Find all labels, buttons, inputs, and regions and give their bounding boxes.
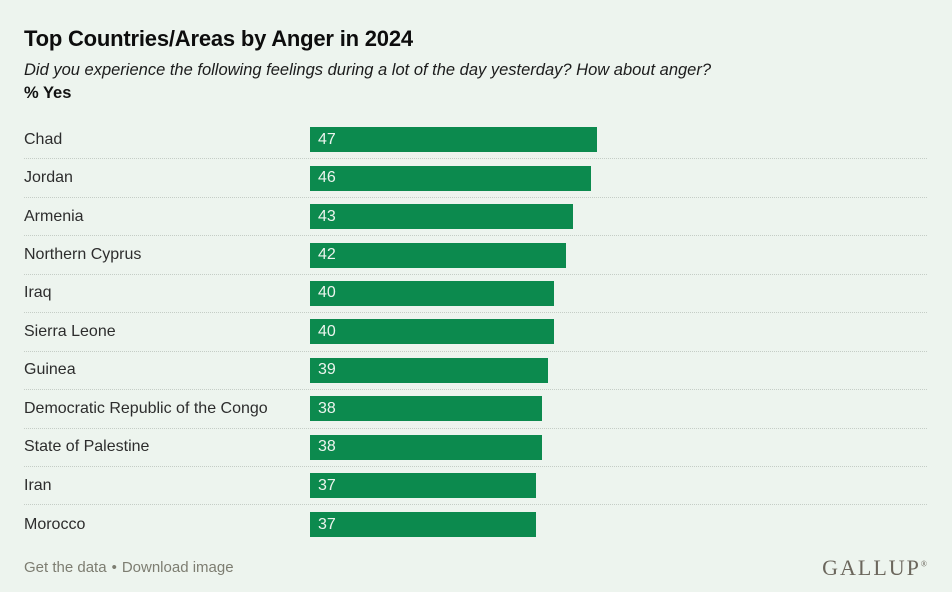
footer: Get the data • Download image GALLUP® xyxy=(24,554,927,580)
page-title: Top Countries/Areas by Anger in 2024 xyxy=(24,26,413,51)
bar-value-label: 40 xyxy=(318,322,336,340)
value-bar: 40 xyxy=(310,319,555,345)
country-label: Armenia xyxy=(24,207,84,225)
country-label: Guinea xyxy=(24,361,76,379)
country-label: Iraq xyxy=(24,284,52,302)
chart-row: Chad 47 xyxy=(24,121,927,160)
value-bar: 47 xyxy=(310,127,597,153)
footer-bullet: • xyxy=(111,559,117,577)
chart-row: State of Palestine 38 xyxy=(24,429,927,467)
gallup-wordmark: GALLUP xyxy=(822,554,921,580)
chart-row: Armenia 43 xyxy=(24,198,927,237)
chart-row: Morocco 37 xyxy=(24,505,927,543)
chart-row: Northern Cyprus 42 xyxy=(24,236,927,275)
footer-links: Get the data • Download image xyxy=(24,559,234,576)
gallup-logo: GALLUP® xyxy=(822,554,927,580)
bar-value-label: 37 xyxy=(318,476,336,494)
chart-row: Sierra Leone 40 xyxy=(24,313,927,352)
value-bar: 46 xyxy=(310,165,591,191)
bar-value-label: 40 xyxy=(318,284,336,302)
registered-trademark-icon: ® xyxy=(920,559,927,569)
bar-value-label: 37 xyxy=(318,515,336,533)
bar-value-label: 42 xyxy=(318,246,336,264)
country-label: Democratic Republic of the Congo xyxy=(24,399,268,417)
chart-row: Guinea 39 xyxy=(24,352,927,391)
country-label: Jordan xyxy=(24,169,73,187)
value-bar: 40 xyxy=(310,280,555,306)
country-label: Morocco xyxy=(24,515,86,533)
bar-value-label: 39 xyxy=(318,361,336,379)
download-image-link[interactable]: Download image xyxy=(121,559,234,577)
bar-value-label: 38 xyxy=(318,438,336,456)
value-bar: 38 xyxy=(310,434,543,460)
value-bar: 37 xyxy=(310,512,536,538)
chart-subtitle: Did you experience the following feeling… xyxy=(24,61,712,79)
bar-value-label: 38 xyxy=(318,399,336,417)
bar-value-label: 46 xyxy=(318,169,336,187)
country-label: Northern Cyprus xyxy=(24,246,142,264)
bar-chart: Chad 47 Jordan 46 Armenia 43 Northern Cyprus 42… xyxy=(24,121,927,544)
bar-value-label: 47 xyxy=(318,130,336,148)
country-label: State of Palestine xyxy=(24,438,150,456)
value-bar: 43 xyxy=(310,204,573,230)
unit-label: % Yes xyxy=(24,84,72,102)
bar-value-label: 43 xyxy=(318,207,336,225)
chart-row: Iraq 40 xyxy=(24,275,927,314)
value-bar: 39 xyxy=(310,357,549,383)
country-label: Iran xyxy=(24,476,52,494)
chart-row: Iran 37 xyxy=(24,467,927,506)
get-the-data-link[interactable]: Get the data xyxy=(24,559,107,577)
chart-row: Democratic Republic of the Congo 38 xyxy=(24,390,927,429)
country-label: Chad xyxy=(24,130,63,148)
value-bar: 38 xyxy=(310,396,543,422)
value-bar: 37 xyxy=(310,473,536,499)
chart-row: Jordan 46 xyxy=(24,159,927,198)
value-bar: 42 xyxy=(310,242,567,268)
country-label: Sierra Leone xyxy=(24,322,116,340)
